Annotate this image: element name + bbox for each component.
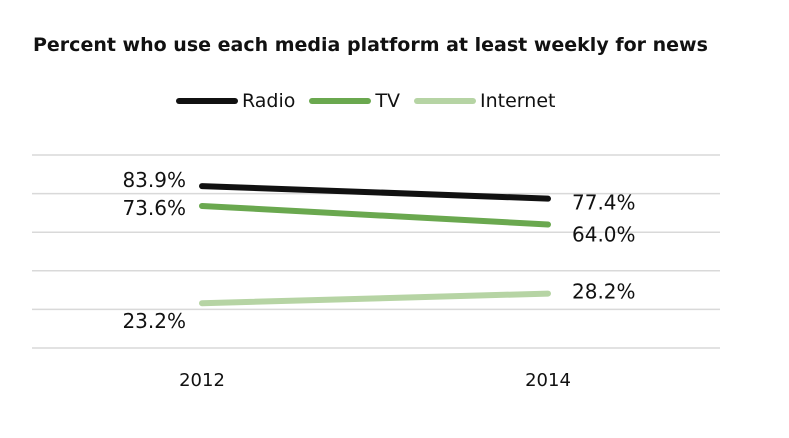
x-tick-label: 2012 <box>179 370 225 391</box>
series-line-tv <box>199 202 551 228</box>
legend-item-radio: Radio <box>176 90 295 112</box>
legend-swatch-internet <box>414 98 477 104</box>
data-label-internet-2014: 28.2% <box>572 280 636 304</box>
legend-label-internet: Internet <box>480 90 556 112</box>
series-line-radio <box>199 183 551 202</box>
series-line-internet <box>199 290 551 307</box>
legend-item-internet: Internet <box>414 90 555 112</box>
legend-swatch-tv <box>309 98 372 104</box>
data-label-radio-2014: 77.4% <box>572 191 636 215</box>
data-label-internet-2012: 23.2% <box>122 309 186 333</box>
data-label-tv-2012: 73.6% <box>122 196 186 220</box>
data-label-tv-2014: 64.0% <box>572 222 636 246</box>
legend-item-tv: TV <box>309 90 400 112</box>
data-label-radio-2012: 83.9% <box>122 168 186 192</box>
x-tick-label: 2014 <box>525 370 571 391</box>
chart-title: Percent who use each media platform at l… <box>33 34 708 56</box>
legend-label-radio: Radio <box>242 90 296 112</box>
legend-label-tv: TV <box>375 90 401 112</box>
legend-swatch-radio <box>176 98 238 104</box>
chart-legend: Radio TV Internet <box>176 88 569 114</box>
